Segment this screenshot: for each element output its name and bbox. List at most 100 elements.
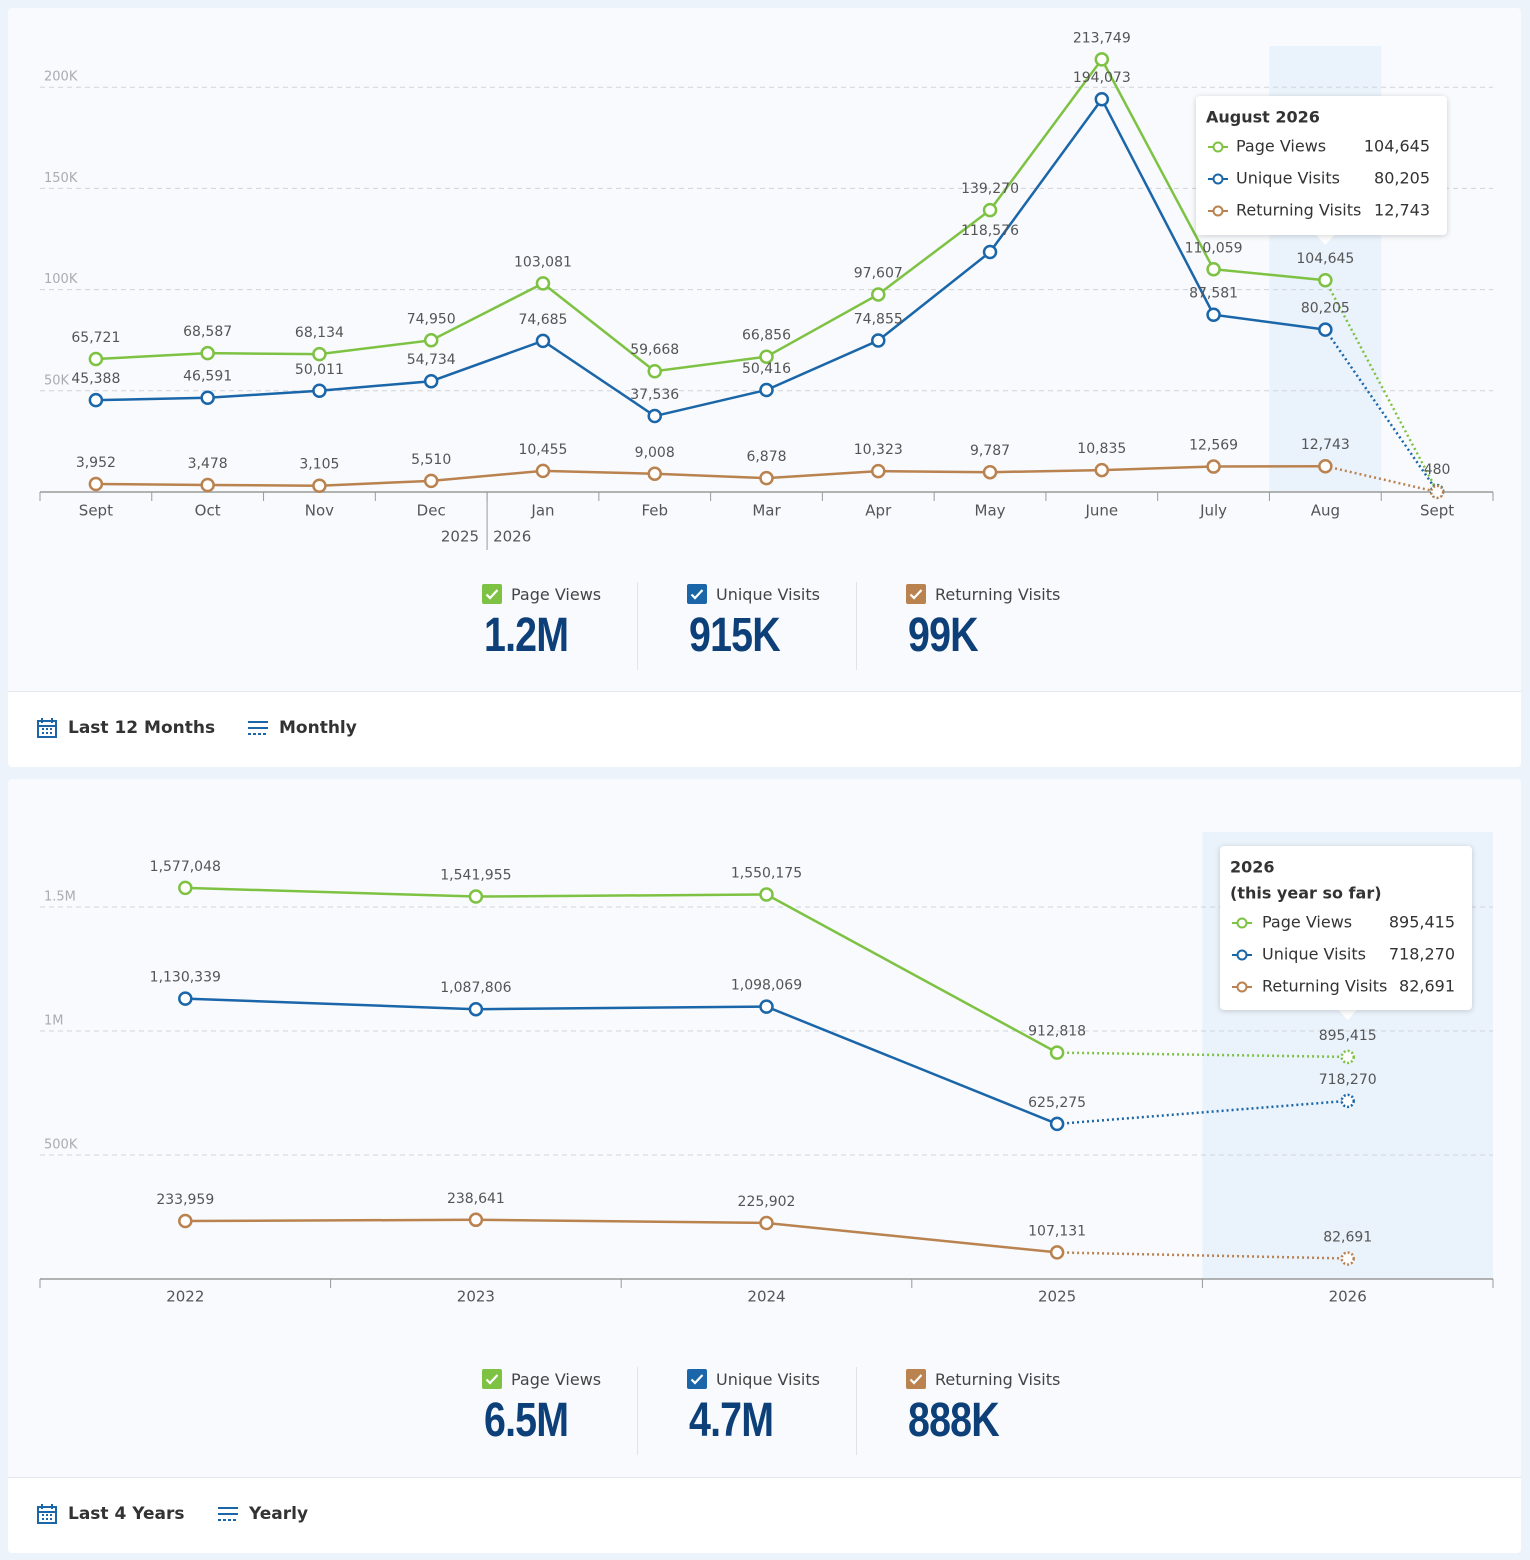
x-tick-label: 2022 xyxy=(166,1288,204,1306)
tooltip-legend-marker xyxy=(1236,949,1248,961)
total-label: Unique Visits xyxy=(687,1369,820,1389)
series-line xyxy=(185,1218,1058,1254)
data-label: 10,835 xyxy=(1077,441,1126,457)
data-label: 5,510 xyxy=(411,452,451,468)
total-value: 99K xyxy=(908,609,979,662)
total-series-name: Page Views xyxy=(511,584,602,604)
data-label: 50,011 xyxy=(295,362,344,378)
y-tick-label: 200K xyxy=(44,70,78,85)
tooltip-legend-marker xyxy=(1212,205,1224,217)
tooltip-legend-marker xyxy=(1212,173,1224,185)
point-marker xyxy=(1206,262,1221,277)
tooltip-series-name: Page Views xyxy=(1262,913,1352,932)
point-marker xyxy=(1318,272,1333,288)
tooltip-series-name: Returning Visits xyxy=(1236,201,1361,220)
y-tick-label: 150K xyxy=(44,171,78,186)
totals-divider xyxy=(856,582,857,670)
point-marker xyxy=(1094,52,1110,67)
y-tick-label: 50K xyxy=(44,373,70,388)
tooltip: 2026 (this year so far) Page Views 895,415 U… xyxy=(1220,846,1472,1010)
point-marker xyxy=(1318,322,1333,337)
point-marker xyxy=(423,473,439,489)
year-label: 2026 xyxy=(493,528,531,546)
x-tick-label: Mar xyxy=(752,502,781,520)
total-label: Unique Visits xyxy=(687,584,820,604)
data-label: 139,270 xyxy=(961,181,1019,197)
y-tick-label: 1.5M xyxy=(44,889,76,904)
point-marker xyxy=(647,363,662,379)
x-tick-label: 2024 xyxy=(747,1288,785,1306)
interval-icon xyxy=(248,721,268,735)
total-series-name: Unique Visits xyxy=(716,584,820,604)
total-label: Page Views xyxy=(482,1369,601,1389)
point-marker xyxy=(871,287,886,302)
point-marker xyxy=(423,373,439,389)
x-tick-label: June xyxy=(1084,502,1118,520)
range-button[interactable]: Last 4 Years xyxy=(36,1503,184,1525)
tooltip-legend-marker xyxy=(1236,981,1248,993)
series-checkbox[interactable] xyxy=(482,584,502,604)
data-label: 1,577,048 xyxy=(150,859,221,875)
data-label: 68,134 xyxy=(295,325,344,341)
point-marker xyxy=(88,392,104,408)
tooltip-content: 2026 (this year so far) Page Views 895,415 U… xyxy=(1230,858,1455,996)
tooltip: August 2026 Page Views 104,645 Unique Visit… xyxy=(1196,96,1447,235)
point-marker xyxy=(200,390,215,405)
point-marker xyxy=(871,463,886,479)
data-label: 59,668 xyxy=(630,342,679,358)
point-marker xyxy=(535,276,551,291)
point-marker xyxy=(1340,1049,1355,1065)
range-label: Last 12 Months xyxy=(68,718,216,738)
data-label: 46,591 xyxy=(183,369,232,385)
point-marker xyxy=(468,1001,484,1017)
series-checkbox[interactable] xyxy=(906,1369,926,1389)
point-marker xyxy=(1318,458,1333,474)
x-tick-label: 2026 xyxy=(1329,1288,1367,1306)
x-tick-label: 2023 xyxy=(457,1288,495,1306)
tooltip-title: 2026 xyxy=(1230,858,1275,877)
data-label: 10,323 xyxy=(854,442,903,458)
range-button[interactable]: Last 12 Months xyxy=(36,717,215,739)
point-marker xyxy=(1340,1251,1355,1266)
point-marker xyxy=(535,333,551,349)
point-marker xyxy=(759,470,774,486)
interval-button[interactable]: Yearly xyxy=(217,1503,308,1525)
point-marker xyxy=(1429,484,1445,500)
data-label: 74,685 xyxy=(518,312,567,328)
point-marker xyxy=(759,887,774,902)
tooltip-value: 104,645 xyxy=(1364,137,1430,156)
data-label: 65,721 xyxy=(71,330,120,346)
interval-label: Monthly xyxy=(279,718,357,738)
tooltip-series-name: Page Views xyxy=(1236,137,1326,156)
y-tick-label: 500K xyxy=(44,1137,78,1152)
panel-footer: Last 12 Months Monthly xyxy=(8,691,1521,767)
tooltip-legend-marker xyxy=(1236,917,1248,929)
series-checkbox[interactable] xyxy=(687,1369,707,1389)
interval-icon xyxy=(218,1507,238,1521)
total-series-name: Returning Visits xyxy=(935,1369,1061,1389)
data-label: 80,205 xyxy=(1301,301,1350,317)
interval-button[interactable]: Monthly xyxy=(247,717,357,739)
data-label: 103,081 xyxy=(514,254,572,270)
total-value: 4.7M xyxy=(689,1394,774,1447)
data-label: 3,105 xyxy=(299,457,339,473)
tooltip-value: 718,270 xyxy=(1389,945,1455,964)
total-series-name: Page Views xyxy=(511,1369,602,1389)
series-checkbox[interactable] xyxy=(482,1369,502,1389)
series-line xyxy=(185,886,1058,1054)
data-label: 1,130,339 xyxy=(150,970,221,986)
point-marker xyxy=(468,889,484,904)
data-label: 238,641 xyxy=(447,1191,505,1207)
point-marker xyxy=(312,383,327,399)
point-marker xyxy=(312,346,327,362)
data-label: 3,478 xyxy=(188,456,228,472)
series-line xyxy=(95,96,1326,418)
series-checkbox[interactable] xyxy=(906,584,926,604)
data-label: 1,550,175 xyxy=(731,866,802,882)
partial-line xyxy=(1057,1099,1348,1126)
series-checkbox[interactable] xyxy=(687,584,707,604)
point-marker xyxy=(759,1215,774,1231)
point-marker xyxy=(88,351,104,367)
point-marker xyxy=(423,333,439,348)
